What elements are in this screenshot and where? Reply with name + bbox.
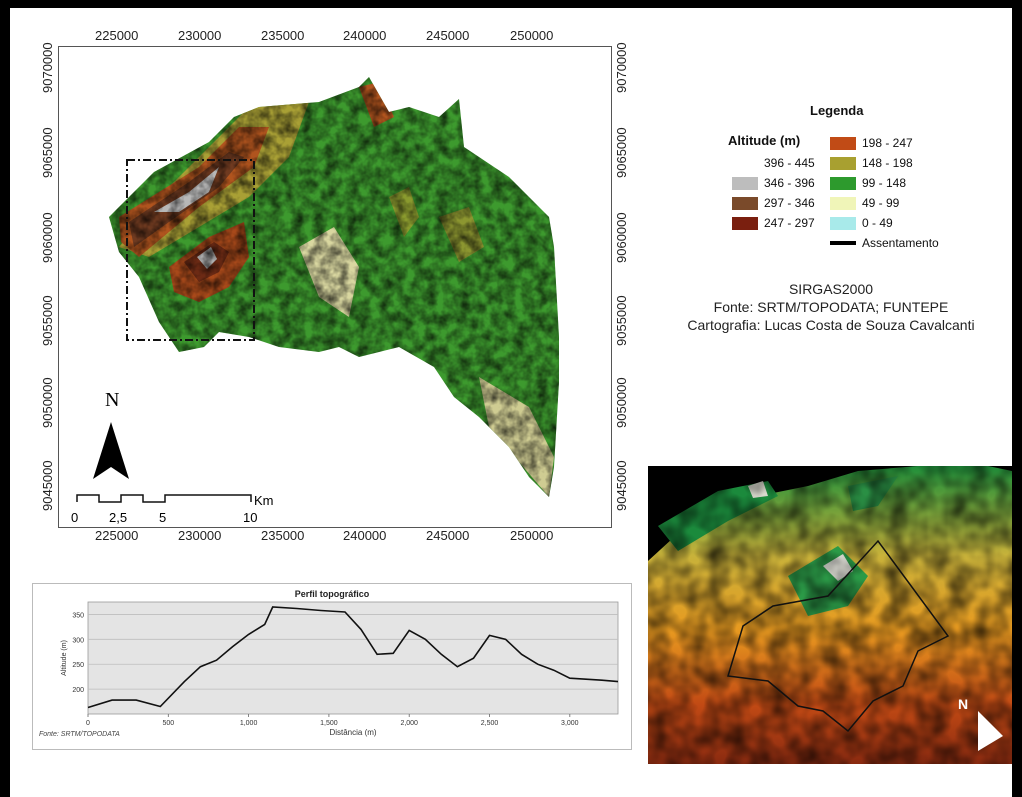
map-credits: SIRGAS2000 Fonte: SRTM/TOPODATA; FUNTEPE…: [650, 280, 1012, 334]
legend-label: 49 - 99: [862, 196, 900, 210]
x-tick: 245000: [426, 528, 470, 543]
profile-title: Perfil topográfico: [294, 589, 370, 599]
x-tick: 250000: [510, 528, 554, 543]
legend-label: 99 - 148: [862, 176, 907, 190]
terrain-3d-view[interactable]: N: [648, 466, 1012, 764]
x-tick: 250000: [510, 28, 554, 43]
credits-source: Fonte: SRTM/TOPODATA; FUNTEPE: [713, 299, 949, 315]
credits-cartography: Cartografia: Lucas Costa de Souza Cavalc…: [687, 317, 975, 333]
legend-label: 247 - 297: [764, 216, 815, 230]
y-tick: 9060000: [40, 212, 55, 263]
settlement-boundary: [727, 539, 950, 733]
scale-label: 0: [71, 510, 79, 525]
x-tick: 235000: [261, 528, 305, 543]
y-tick: 9065000: [40, 127, 55, 178]
legend-subtitle: Altitude (m): [728, 133, 801, 148]
y-tick-label: 350: [72, 612, 84, 619]
north-label: N: [105, 389, 120, 411]
x-tick: 240000: [343, 528, 387, 543]
profile-line: [87, 606, 619, 709]
y-tick-label: 250: [72, 662, 84, 669]
y-tick: 9050000: [40, 377, 55, 428]
legend-swatch: [830, 176, 856, 190]
x-tick: 240000: [343, 28, 387, 43]
legend-item: 198 - 247: [830, 135, 913, 151]
scale-bar: [76, 494, 252, 503]
topographic-profile: Perfil topográfico 200 250 300 350 0 500 1,000…: [32, 583, 632, 750]
x-tick: 225000: [95, 528, 139, 543]
y-tick: 9045000: [614, 460, 629, 511]
x-tick-label: 0: [86, 720, 90, 727]
legend-label: 297 - 346: [764, 196, 815, 210]
y-tick-label: 300: [72, 637, 84, 644]
profile-chart: 200 250 300 350 0 500 1,000 1,500 2,000 2,500 3,00…: [61, 601, 619, 737]
y-axis-label: Altitude (m): [61, 640, 68, 676]
x-tick: 225000: [95, 28, 139, 43]
north-label-3d: N: [958, 696, 969, 712]
legend-item: 396 - 445: [732, 155, 815, 171]
x-tick-label: 2,000: [400, 720, 418, 727]
legend-swatch: [732, 176, 758, 190]
legend-label: 346 - 396: [764, 176, 815, 190]
x-tick: 230000: [178, 28, 222, 43]
x-tick-label: 3,000: [561, 720, 579, 727]
legend-swatch: [830, 136, 856, 150]
y-tick: 9050000: [614, 377, 629, 428]
scale-unit: Km: [254, 493, 274, 508]
x-tick: 235000: [261, 28, 305, 43]
x-tick: 245000: [426, 28, 470, 43]
elevation-map-canvas: [76, 77, 559, 503]
y-tick: 9070000: [614, 42, 629, 93]
legend-label: 0 - 49: [862, 216, 893, 230]
x-tick-label: 1,500: [320, 720, 338, 727]
profile-source: Fonte: SRTM/TOPODATA: [39, 731, 120, 738]
legend-label: 148 - 198: [862, 156, 913, 170]
y-tick: 9055000: [614, 295, 629, 346]
legend-swatch: [732, 216, 758, 230]
y-tick: 9065000: [614, 127, 629, 178]
legend-title: Legenda: [810, 103, 864, 118]
legend-swatch: [830, 196, 856, 210]
scale-label: 2,5: [109, 510, 128, 525]
elevation-map[interactable]: N 0 2,5 5 10 Km: [58, 46, 612, 528]
y-tick: 9060000: [614, 212, 629, 263]
x-tick: 230000: [178, 528, 222, 543]
scale-label: 5: [159, 510, 167, 525]
terrain-3d-canvas: [648, 466, 1012, 764]
legend-item: 148 - 198: [830, 155, 913, 171]
legend-label: 198 - 247: [862, 136, 913, 150]
legend-swatch: [732, 196, 758, 210]
legend: Legenda Altitude (m) 396 - 445 346 - 396…: [700, 103, 1010, 263]
legend-item: 0 - 49: [830, 215, 893, 231]
plot-area: [87, 601, 619, 715]
y-tick: 9070000: [40, 42, 55, 93]
credits-datum: SIRGAS2000: [788, 281, 874, 297]
legend-item: 297 - 346: [732, 195, 815, 211]
legend-item: 49 - 99: [830, 195, 899, 211]
legend-item: 99 - 148: [830, 175, 906, 191]
x-tick-label: 1,000: [240, 720, 258, 727]
y-tick: 9055000: [40, 295, 55, 346]
x-tick-label: 500: [162, 720, 174, 727]
x-axis-label: Distância (m): [329, 728, 376, 737]
legend-item: 247 - 297: [732, 215, 815, 231]
legend-label: Assentamento: [862, 236, 939, 250]
legend-item: 346 - 396: [732, 175, 815, 191]
y-tick-label: 200: [72, 687, 84, 694]
legend-swatch: [830, 156, 856, 170]
x-tick-label: 2,500: [481, 720, 499, 727]
legend-swatch: [830, 216, 856, 230]
legend-label: 396 - 445: [764, 156, 815, 170]
settlement-line-icon: [830, 241, 856, 245]
legend-swatch: [732, 156, 758, 170]
scale-label: 10: [243, 510, 258, 525]
north-arrow-icon: [93, 422, 129, 479]
y-tick: 9045000: [40, 460, 55, 511]
map-sheet: 225000 230000 235000 240000 245000 25000…: [10, 8, 1012, 797]
north-arrow-icon: [978, 711, 1003, 751]
legend-item-settlement: Assentamento: [830, 235, 939, 251]
